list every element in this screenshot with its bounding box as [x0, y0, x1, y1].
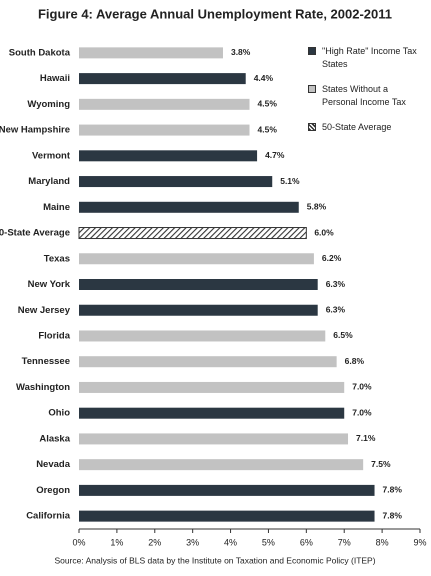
- x-tick-label: 7%: [338, 537, 351, 547]
- bar: [78, 227, 307, 240]
- bar: [79, 176, 273, 188]
- y-tick-label: Maine: [43, 202, 70, 213]
- bar: [79, 279, 318, 290]
- x-tick-label: 6%: [300, 537, 313, 547]
- value-label: 6.0%: [314, 227, 334, 237]
- x-tick-label: 0%: [72, 537, 85, 547]
- legend-swatch: [308, 123, 316, 131]
- y-tick-label: New Hampshire: [0, 125, 70, 136]
- value-label: 7.0%: [352, 407, 372, 417]
- legend-label: "High Rate" Income Tax States: [322, 46, 417, 69]
- bar: [79, 201, 299, 213]
- source-note: Source: Analysis of BLS data by the Inst…: [54, 555, 375, 565]
- y-tick-label: South Dakota: [9, 47, 71, 58]
- y-tick-label: Texas: [44, 253, 70, 264]
- y-tick-label: New York: [28, 279, 71, 290]
- legend-swatch: [308, 85, 316, 93]
- y-tick-label: Alaska: [39, 433, 70, 444]
- value-label: 7.0%: [352, 382, 372, 392]
- legend-item: 50-State Average: [308, 121, 426, 134]
- legend-item: "High Rate" Income Tax States: [308, 45, 426, 71]
- value-label: 4.5%: [258, 124, 278, 134]
- y-tick-label: Maryland: [28, 176, 70, 187]
- bar: [79, 484, 375, 496]
- y-tick-label: Hawaii: [40, 73, 70, 84]
- y-tick-label: Vermont: [32, 150, 71, 161]
- x-tick-label: 8%: [376, 537, 389, 547]
- bar: [79, 407, 345, 419]
- x-tick-label: 9%: [413, 537, 426, 547]
- value-label: 5.8%: [307, 202, 327, 212]
- bar: [79, 150, 258, 162]
- bar: [79, 98, 250, 110]
- legend: "High Rate" Income Tax States States With…: [308, 45, 426, 146]
- y-tick-label: New Jersey: [18, 305, 71, 316]
- bar: [79, 356, 337, 368]
- y-tick-label: Oregon: [36, 485, 70, 496]
- legend-label: States Without a Personal Income Tax: [322, 84, 406, 107]
- x-tick-label: 3%: [186, 537, 199, 547]
- x-tick-label: 5%: [262, 537, 275, 547]
- y-tick-label: California: [26, 511, 71, 522]
- value-label: 6.3%: [326, 304, 346, 314]
- x-tick-label: 4%: [224, 537, 237, 547]
- value-label: 7.8%: [383, 510, 403, 520]
- value-label: 6.5%: [333, 330, 353, 340]
- bar: [79, 433, 349, 445]
- value-label: 3.8%: [231, 47, 251, 57]
- bar: [79, 510, 375, 522]
- value-label: 7.5%: [371, 459, 391, 469]
- bar: [79, 459, 364, 471]
- value-label: 4.4%: [254, 73, 274, 83]
- y-tick-label: Washington: [16, 382, 70, 393]
- value-label: 6.3%: [326, 279, 346, 289]
- legend-swatch: [308, 47, 316, 55]
- bar: [79, 124, 250, 136]
- y-tick-label: Tennessee: [22, 356, 70, 367]
- value-label: 7.1%: [356, 433, 376, 443]
- bar: [79, 304, 318, 316]
- value-label: 4.7%: [265, 150, 285, 160]
- value-label: 4.5%: [258, 99, 278, 109]
- value-label: 5.1%: [280, 176, 300, 186]
- y-tick-label: Ohio: [48, 408, 70, 419]
- value-label: 6.2%: [322, 253, 342, 263]
- legend-label: 50-State Average: [322, 122, 392, 132]
- bar: [79, 381, 345, 393]
- y-tick-label: Wyoming: [27, 99, 70, 110]
- bar: [79, 253, 314, 265]
- value-label: 6.8%: [345, 356, 365, 366]
- bar: [79, 47, 223, 59]
- bar: [79, 330, 326, 342]
- y-tick-label: Florida: [38, 330, 70, 341]
- x-tick-label: 1%: [110, 537, 123, 547]
- value-label: 7.8%: [383, 485, 403, 495]
- legend-item: States Without a Personal Income Tax: [308, 83, 426, 109]
- bar: [79, 73, 246, 85]
- chart-title: Figure 4: Average Annual Unemployment Ra…: [38, 6, 392, 21]
- y-tick-label: Nevada: [36, 459, 71, 470]
- x-tick-label: 2%: [148, 537, 161, 547]
- y-tick-label: 50-State Average: [0, 228, 70, 239]
